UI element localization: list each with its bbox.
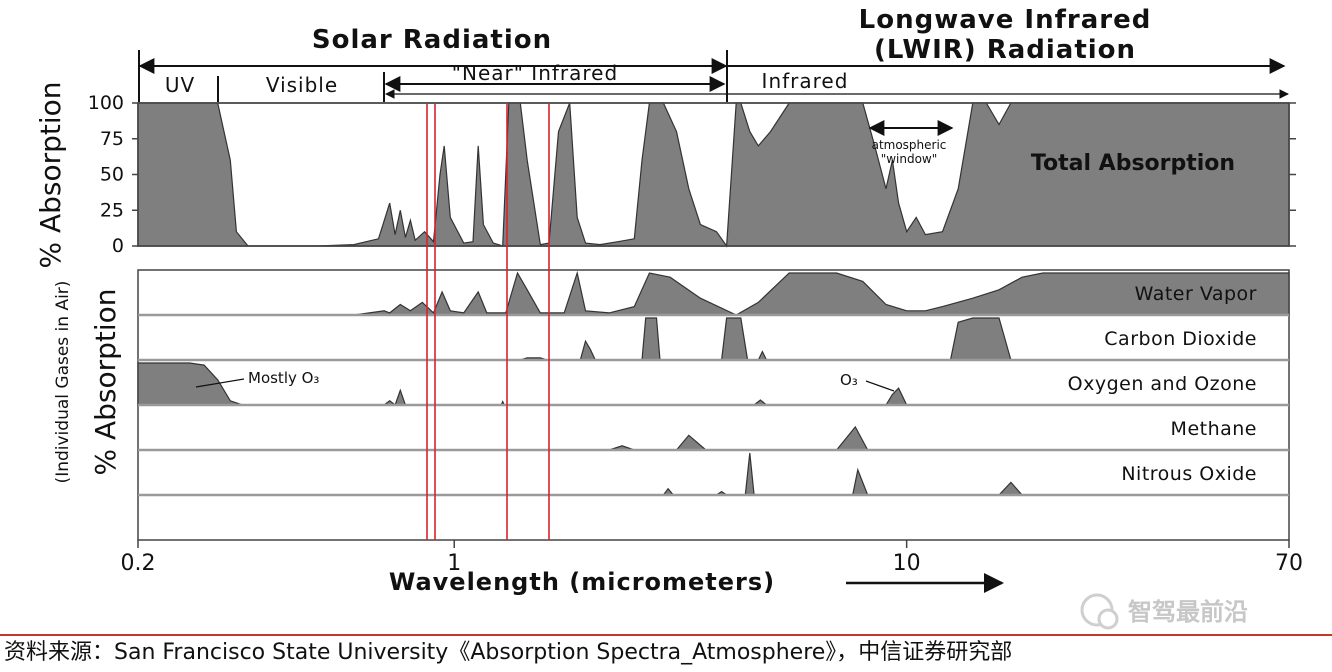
nitrous-oxide-label: Nitrous Oxide bbox=[1121, 463, 1257, 485]
gases-sublabel: (Individual Gases in Air) bbox=[53, 281, 73, 484]
x-tick-label: 0.2 bbox=[121, 551, 156, 576]
total-y-tick-label: 50 bbox=[100, 164, 124, 186]
near-infrared-label: "Near" Infrared bbox=[452, 61, 618, 85]
x-axis-label: Wavelength (micrometers) bbox=[389, 568, 775, 596]
source-text: 资料来源：San Francisco State University《Abso… bbox=[4, 640, 1012, 665]
uv-label: UV bbox=[165, 73, 195, 97]
source-footer: 资料来源：San Francisco State University《Abso… bbox=[0, 634, 1332, 672]
total-y-tick-label: 75 bbox=[100, 128, 124, 150]
x-tick-label: 70 bbox=[1275, 551, 1303, 576]
total-ylabel: % Absorption bbox=[34, 81, 67, 268]
water-vapor-label: Water Vapor bbox=[1135, 283, 1257, 305]
watermark-logo-icon-inner bbox=[1099, 610, 1117, 628]
watermark: 智驾最前沿 bbox=[1082, 595, 1248, 628]
methane-label: Methane bbox=[1171, 418, 1257, 440]
o3-annotation: O₃ bbox=[840, 371, 858, 389]
x-tick-label: 10 bbox=[893, 551, 921, 576]
mostly-o3-annotation: Mostly O₃ bbox=[248, 369, 319, 387]
visible-label: Visible bbox=[266, 73, 338, 97]
window-annotation-line2: "window" bbox=[881, 152, 938, 166]
window-annotation-line1: atmospheric bbox=[872, 138, 947, 152]
total-absorption-label: Total Absorption bbox=[1031, 151, 1235, 176]
solar-radiation-label: Solar Radiation bbox=[312, 25, 552, 55]
carbon-dioxide-label: Carbon Dioxide bbox=[1104, 328, 1257, 350]
lwir-label-line2: (LWIR) Radiation bbox=[874, 35, 1136, 65]
total-y-tick-label: 25 bbox=[100, 199, 124, 221]
infrared-label: Infrared bbox=[762, 69, 849, 93]
watermark-text: 智驾最前沿 bbox=[1128, 598, 1248, 626]
total-y-tick-label: 100 bbox=[88, 92, 124, 114]
gases-ylabel: % Absorption bbox=[89, 288, 122, 475]
lwir-label-line1: Longwave Infrared bbox=[859, 5, 1152, 35]
oxygen-and-ozone-label: Oxygen and Ozone bbox=[1068, 373, 1257, 395]
total-y-tick-label: 0 bbox=[112, 235, 124, 257]
